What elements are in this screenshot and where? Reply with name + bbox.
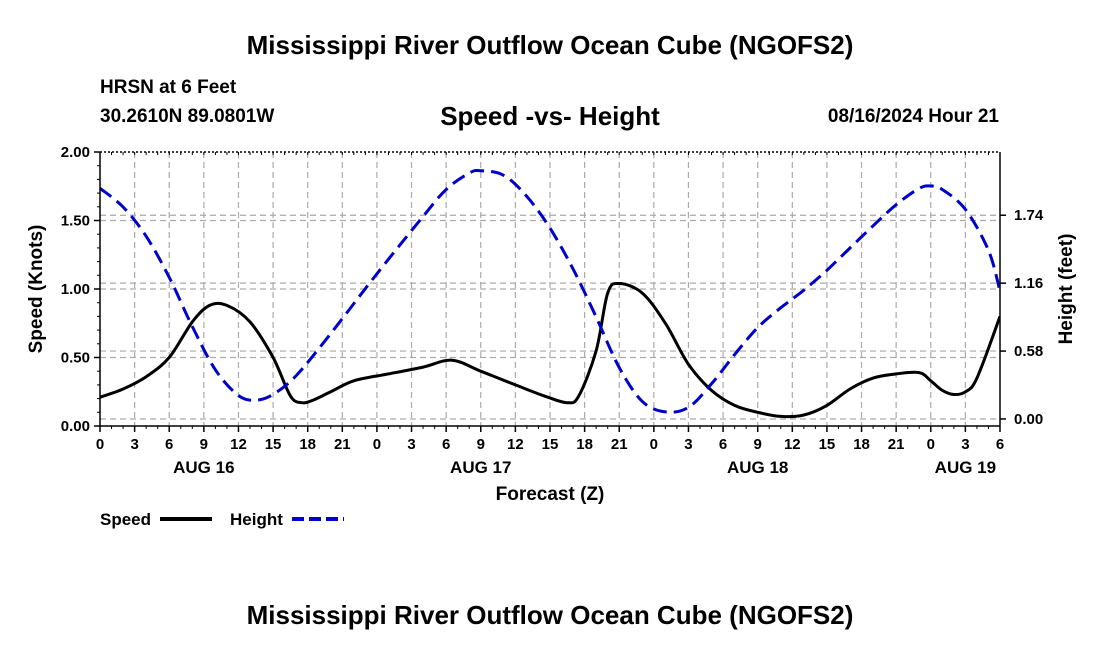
x-tick-label: 0 <box>650 436 658 453</box>
legend-label-height: Height <box>230 510 283 529</box>
left-axis-label: Speed (Knots) <box>26 225 47 354</box>
x-tick-label: 0 <box>96 436 104 453</box>
x-tick-label: 9 <box>200 436 208 453</box>
x-tick-label: 18 <box>576 436 593 453</box>
day-label: AUG 16 <box>173 458 234 477</box>
right-tick-label: 1.74 <box>1014 207 1044 224</box>
x-tick-label: 15 <box>265 436 282 453</box>
x-tick-label: 18 <box>853 436 870 453</box>
x-tick-label: 6 <box>719 436 727 453</box>
station-coordinates: 30.2610N 89.0801W <box>100 106 275 127</box>
chart-subtitle: Speed -vs- Height <box>440 101 660 131</box>
x-tick-label: 9 <box>477 436 485 453</box>
x-tick-label: 21 <box>611 436 628 453</box>
height-series-line <box>100 168 1000 414</box>
x-tick-label: 21 <box>334 436 351 453</box>
x-tick-label: 12 <box>507 436 524 453</box>
chart-grid <box>100 152 1000 426</box>
footer-title: Mississippi River Outflow Ocean Cube (NG… <box>246 600 854 630</box>
x-tick-label: 6 <box>996 436 1004 453</box>
x-tick-label: 3 <box>407 436 415 453</box>
left-tick-label: 1.00 <box>61 281 90 298</box>
speed-series-line <box>100 281 1000 419</box>
x-tick-label: 18 <box>299 436 316 453</box>
x-tick-label: 3 <box>130 436 138 453</box>
day-label: AUG 17 <box>450 458 511 477</box>
chart-title: Mississippi River Outflow Ocean Cube (NG… <box>246 30 854 60</box>
x-tick-label: 12 <box>230 436 247 453</box>
x-axis-label: Forecast (Z) <box>496 484 605 505</box>
left-tick-label: 0.50 <box>61 350 90 367</box>
x-tick-label: 3 <box>684 436 692 453</box>
chart-axes: 0 3 6 9 12 15 18 21 0 3 6 9 12 15 18 21 0 3 6 9 12 15 18 21 0 3 6A… <box>26 144 1077 505</box>
x-tick-label: 6 <box>442 436 450 453</box>
right-tick-label: 0.58 <box>1014 343 1043 360</box>
x-tick-label: 12 <box>784 436 801 453</box>
x-tick-label: 6 <box>165 436 173 453</box>
right-tick-label: 0.00 <box>1014 411 1043 428</box>
left-tick-label: 2.00 <box>61 144 90 161</box>
x-tick-label: 0 <box>373 436 381 453</box>
chart-series <box>100 168 1000 419</box>
x-tick-label: 15 <box>542 436 559 453</box>
left-tick-label: 1.50 <box>61 213 90 230</box>
day-label: AUG 19 <box>935 458 996 477</box>
x-tick-label: 21 <box>888 436 905 453</box>
x-tick-label: 0 <box>927 436 935 453</box>
chart-legend: Speed Height <box>100 510 344 529</box>
legend-label-speed: Speed <box>100 510 151 529</box>
station-label: HRSN at 6 Feet <box>100 77 237 98</box>
x-tick-label: 15 <box>819 436 836 453</box>
x-tick-label: 3 <box>961 436 969 453</box>
x-tick-label: 9 <box>754 436 762 453</box>
day-label: AUG 18 <box>727 458 788 477</box>
left-tick-label: 0.00 <box>61 418 90 435</box>
right-tick-label: 1.16 <box>1014 275 1043 292</box>
right-axis-label: Height (feet) <box>1056 234 1077 345</box>
forecast-datetime: 08/16/2024 Hour 21 <box>827 106 999 127</box>
